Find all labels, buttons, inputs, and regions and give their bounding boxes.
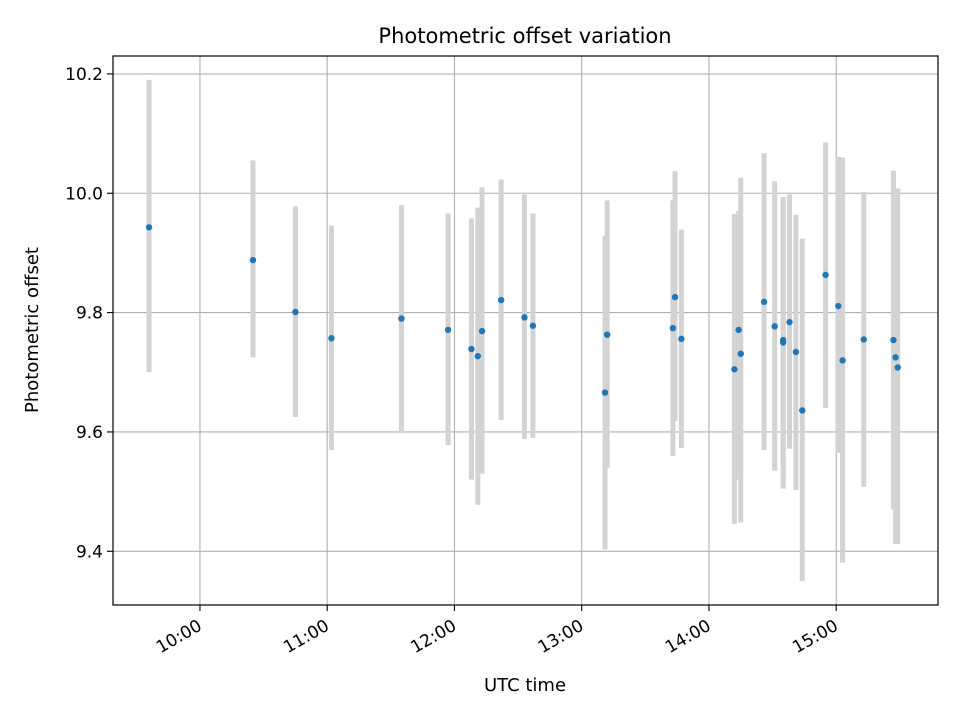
data-point [792,348,800,356]
data-point [779,336,787,344]
data-point [249,256,257,264]
data-point [521,314,528,321]
plot-frame [112,55,939,606]
y-axis-ticks: 9.4 9.6 9.8 10.0 10.2 [65,65,113,562]
data-point [474,352,481,360]
data-point [398,315,405,322]
chart-title: Photometric offset variation [378,24,671,48]
y-tick-label: 10.0 [65,184,103,204]
data-point [890,336,897,344]
y-tick-label: 10.2 [65,65,103,85]
data-point [444,326,452,334]
data-point [601,389,609,396]
data-point [822,271,829,279]
data-point [731,366,738,373]
data-point [328,335,335,342]
data-point [735,326,742,334]
data-point [497,296,505,304]
data-point [678,335,685,343]
data-point [835,302,842,310]
x-axis-label: UTC time [484,675,566,696]
y-tick-label: 9.6 [76,423,103,443]
data-point [839,357,846,364]
data-point [145,224,153,231]
data-point [737,350,744,357]
data-point [799,407,806,414]
y-tick-label: 9.4 [76,542,103,562]
data-point [671,293,679,301]
data-point [894,364,901,371]
data-point [760,298,768,306]
data-point [771,323,778,330]
y-tick-label: 9.8 [76,304,103,324]
y-axis-label: Photometric offset [22,247,43,413]
data-point [529,322,537,329]
data-point [860,336,867,343]
data-point [669,324,677,332]
data-point [603,331,611,338]
data-point [292,308,299,316]
data-point [468,345,475,353]
data-point [478,327,486,335]
data-points [145,224,901,414]
data-point [892,354,899,361]
data-point [786,318,793,326]
